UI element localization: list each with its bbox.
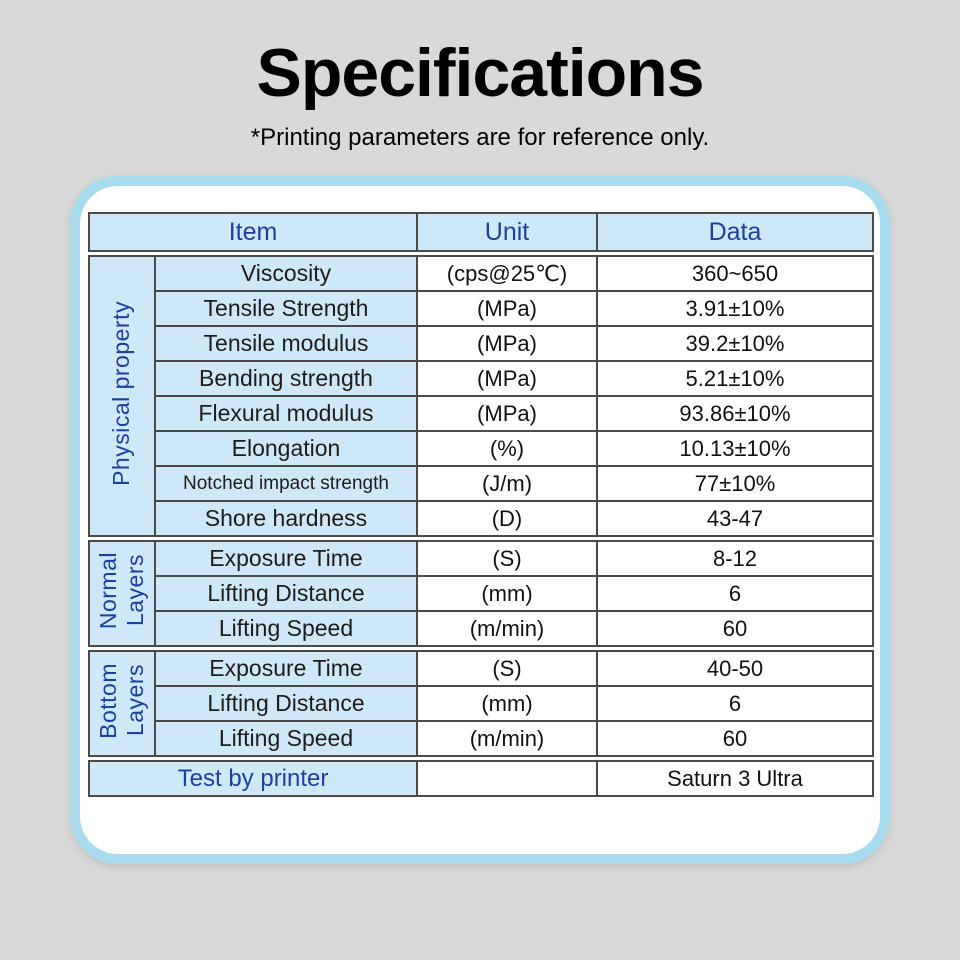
table-row: Normal Layers Exposure Time (S) 8-12 <box>88 540 874 647</box>
unit-cell: (m/min) <box>416 610 598 647</box>
item-cell: Elongation <box>154 430 418 467</box>
item-cell: Lifting Distance <box>154 575 418 612</box>
item-cell: Exposure Time <box>154 650 418 687</box>
spec-table-footer: Test by printer Saturn 3 Ultra <box>87 760 875 797</box>
section-normal-layers: Normal Layers Exposure Time (S) 8-12 Lif… <box>88 540 874 647</box>
item-cell: Exposure Time <box>154 540 418 577</box>
data-cell: 3.91±10% <box>596 290 874 327</box>
data-cell: 60 <box>596 610 874 647</box>
column-header-item: Item <box>88 212 418 252</box>
table-row: Bending strength (MPa) 5.21±10% <box>89 360 874 397</box>
page-title: Specifications <box>256 35 704 111</box>
table-row: Lifting Speed (m/min) 60 <box>89 610 874 647</box>
group-label-text: Bottom <box>94 662 121 739</box>
unit-cell: (D) <box>416 500 598 537</box>
item-cell: Viscosity <box>154 255 418 292</box>
data-cell: 77±10% <box>596 465 874 502</box>
header-row: Item Unit Data <box>88 212 874 252</box>
unit-cell: (J/m) <box>416 465 598 502</box>
data-cell: 360~650 <box>596 255 874 292</box>
test-by-printer-label: Test by printer <box>87 760 419 797</box>
group-label-text: Physical property <box>108 300 135 486</box>
group-label-physical-property: Physical property <box>88 255 156 537</box>
group-label-text: Layers <box>121 664 148 737</box>
item-cell: Tensile modulus <box>154 325 418 362</box>
item-cell: Lifting Speed <box>154 720 418 757</box>
unit-cell: (MPa) <box>416 290 598 327</box>
item-cell: Shore hardness <box>154 500 418 537</box>
table-row: Lifting Distance (mm) 6 <box>89 685 874 722</box>
spec-table: Item Unit Data Physical property Viscosi… <box>87 212 875 797</box>
group-label-bottom-layers: Bottom Layers <box>88 650 156 757</box>
unit-cell: (S) <box>416 540 598 577</box>
table-row: Tensile modulus (MPa) 39.2±10% <box>89 325 874 362</box>
data-cell: 10.13±10% <box>596 430 874 467</box>
table-row: Physical property Viscosity (cps@25℃) 36… <box>88 255 874 537</box>
vertical-label: Bottom Layers <box>94 662 149 739</box>
unit-cell: (%) <box>416 430 598 467</box>
unit-cell: (MPa) <box>416 360 598 397</box>
unit-cell: (MPa) <box>416 395 598 432</box>
item-cell: Flexural modulus <box>154 395 418 432</box>
vertical-label: Physical property <box>108 300 135 486</box>
item-cell: Lifting Speed <box>154 610 418 647</box>
item-cell: Tensile Strength <box>154 290 418 327</box>
table-row: Elongation (%) 10.13±10% <box>89 430 874 467</box>
group-label-text: Normal <box>94 551 121 630</box>
table-row: Flexural modulus (MPa) 93.86±10% <box>89 395 874 432</box>
data-cell: 60 <box>596 720 874 757</box>
item-cell: Lifting Distance <box>154 685 418 722</box>
data-cell: 39.2±10% <box>596 325 874 362</box>
column-header-data: Data <box>596 212 874 252</box>
item-cell: Notched impact strength <box>154 465 418 502</box>
data-cell: 6 <box>596 575 874 612</box>
table-row: Lifting Speed (m/min) 60 <box>89 720 874 757</box>
printer-name-value: Saturn 3 Ultra <box>596 760 875 797</box>
table-row: Tensile Strength (MPa) 3.91±10% <box>89 290 874 327</box>
unit-cell: (mm) <box>416 685 598 722</box>
spec-table-header: Item Unit Data <box>88 212 874 252</box>
table-row: Shore hardness (D) 43-47 <box>89 500 874 537</box>
table-row: Lifting Distance (mm) 6 <box>89 575 874 612</box>
group-label-text: Layers <box>121 554 148 627</box>
section-bottom-layers: Bottom Layers Exposure Time (S) 40-50 Li… <box>88 650 874 757</box>
unit-cell: (m/min) <box>416 720 598 757</box>
unit-cell: (S) <box>416 650 598 687</box>
group-label-normal-layers: Normal Layers <box>88 540 156 647</box>
data-cell: 6 <box>596 685 874 722</box>
data-cell: 5.21±10% <box>596 360 874 397</box>
unit-cell: (MPa) <box>416 325 598 362</box>
table-row: Notched impact strength (J/m) 77±10% <box>89 465 874 502</box>
section-physical-property: Physical property Viscosity (cps@25℃) 36… <box>88 255 874 537</box>
data-cell: 40-50 <box>596 650 874 687</box>
unit-cell-empty <box>416 760 599 797</box>
unit-cell: (cps@25℃) <box>416 255 598 292</box>
data-cell: 43-47 <box>596 500 874 537</box>
page-subtitle: *Printing parameters are for reference o… <box>250 124 710 151</box>
column-header-unit: Unit <box>416 212 598 252</box>
unit-cell: (mm) <box>416 575 598 612</box>
spec-card: Item Unit Data Physical property Viscosi… <box>70 176 890 864</box>
table-row: Bottom Layers Exposure Time (S) 40-50 <box>88 650 874 757</box>
vertical-label: Normal Layers <box>94 551 149 630</box>
data-cell: 8-12 <box>596 540 874 577</box>
data-cell: 93.86±10% <box>596 395 874 432</box>
item-cell: Bending strength <box>154 360 418 397</box>
footer-row: Test by printer Saturn 3 Ultra <box>87 760 875 797</box>
